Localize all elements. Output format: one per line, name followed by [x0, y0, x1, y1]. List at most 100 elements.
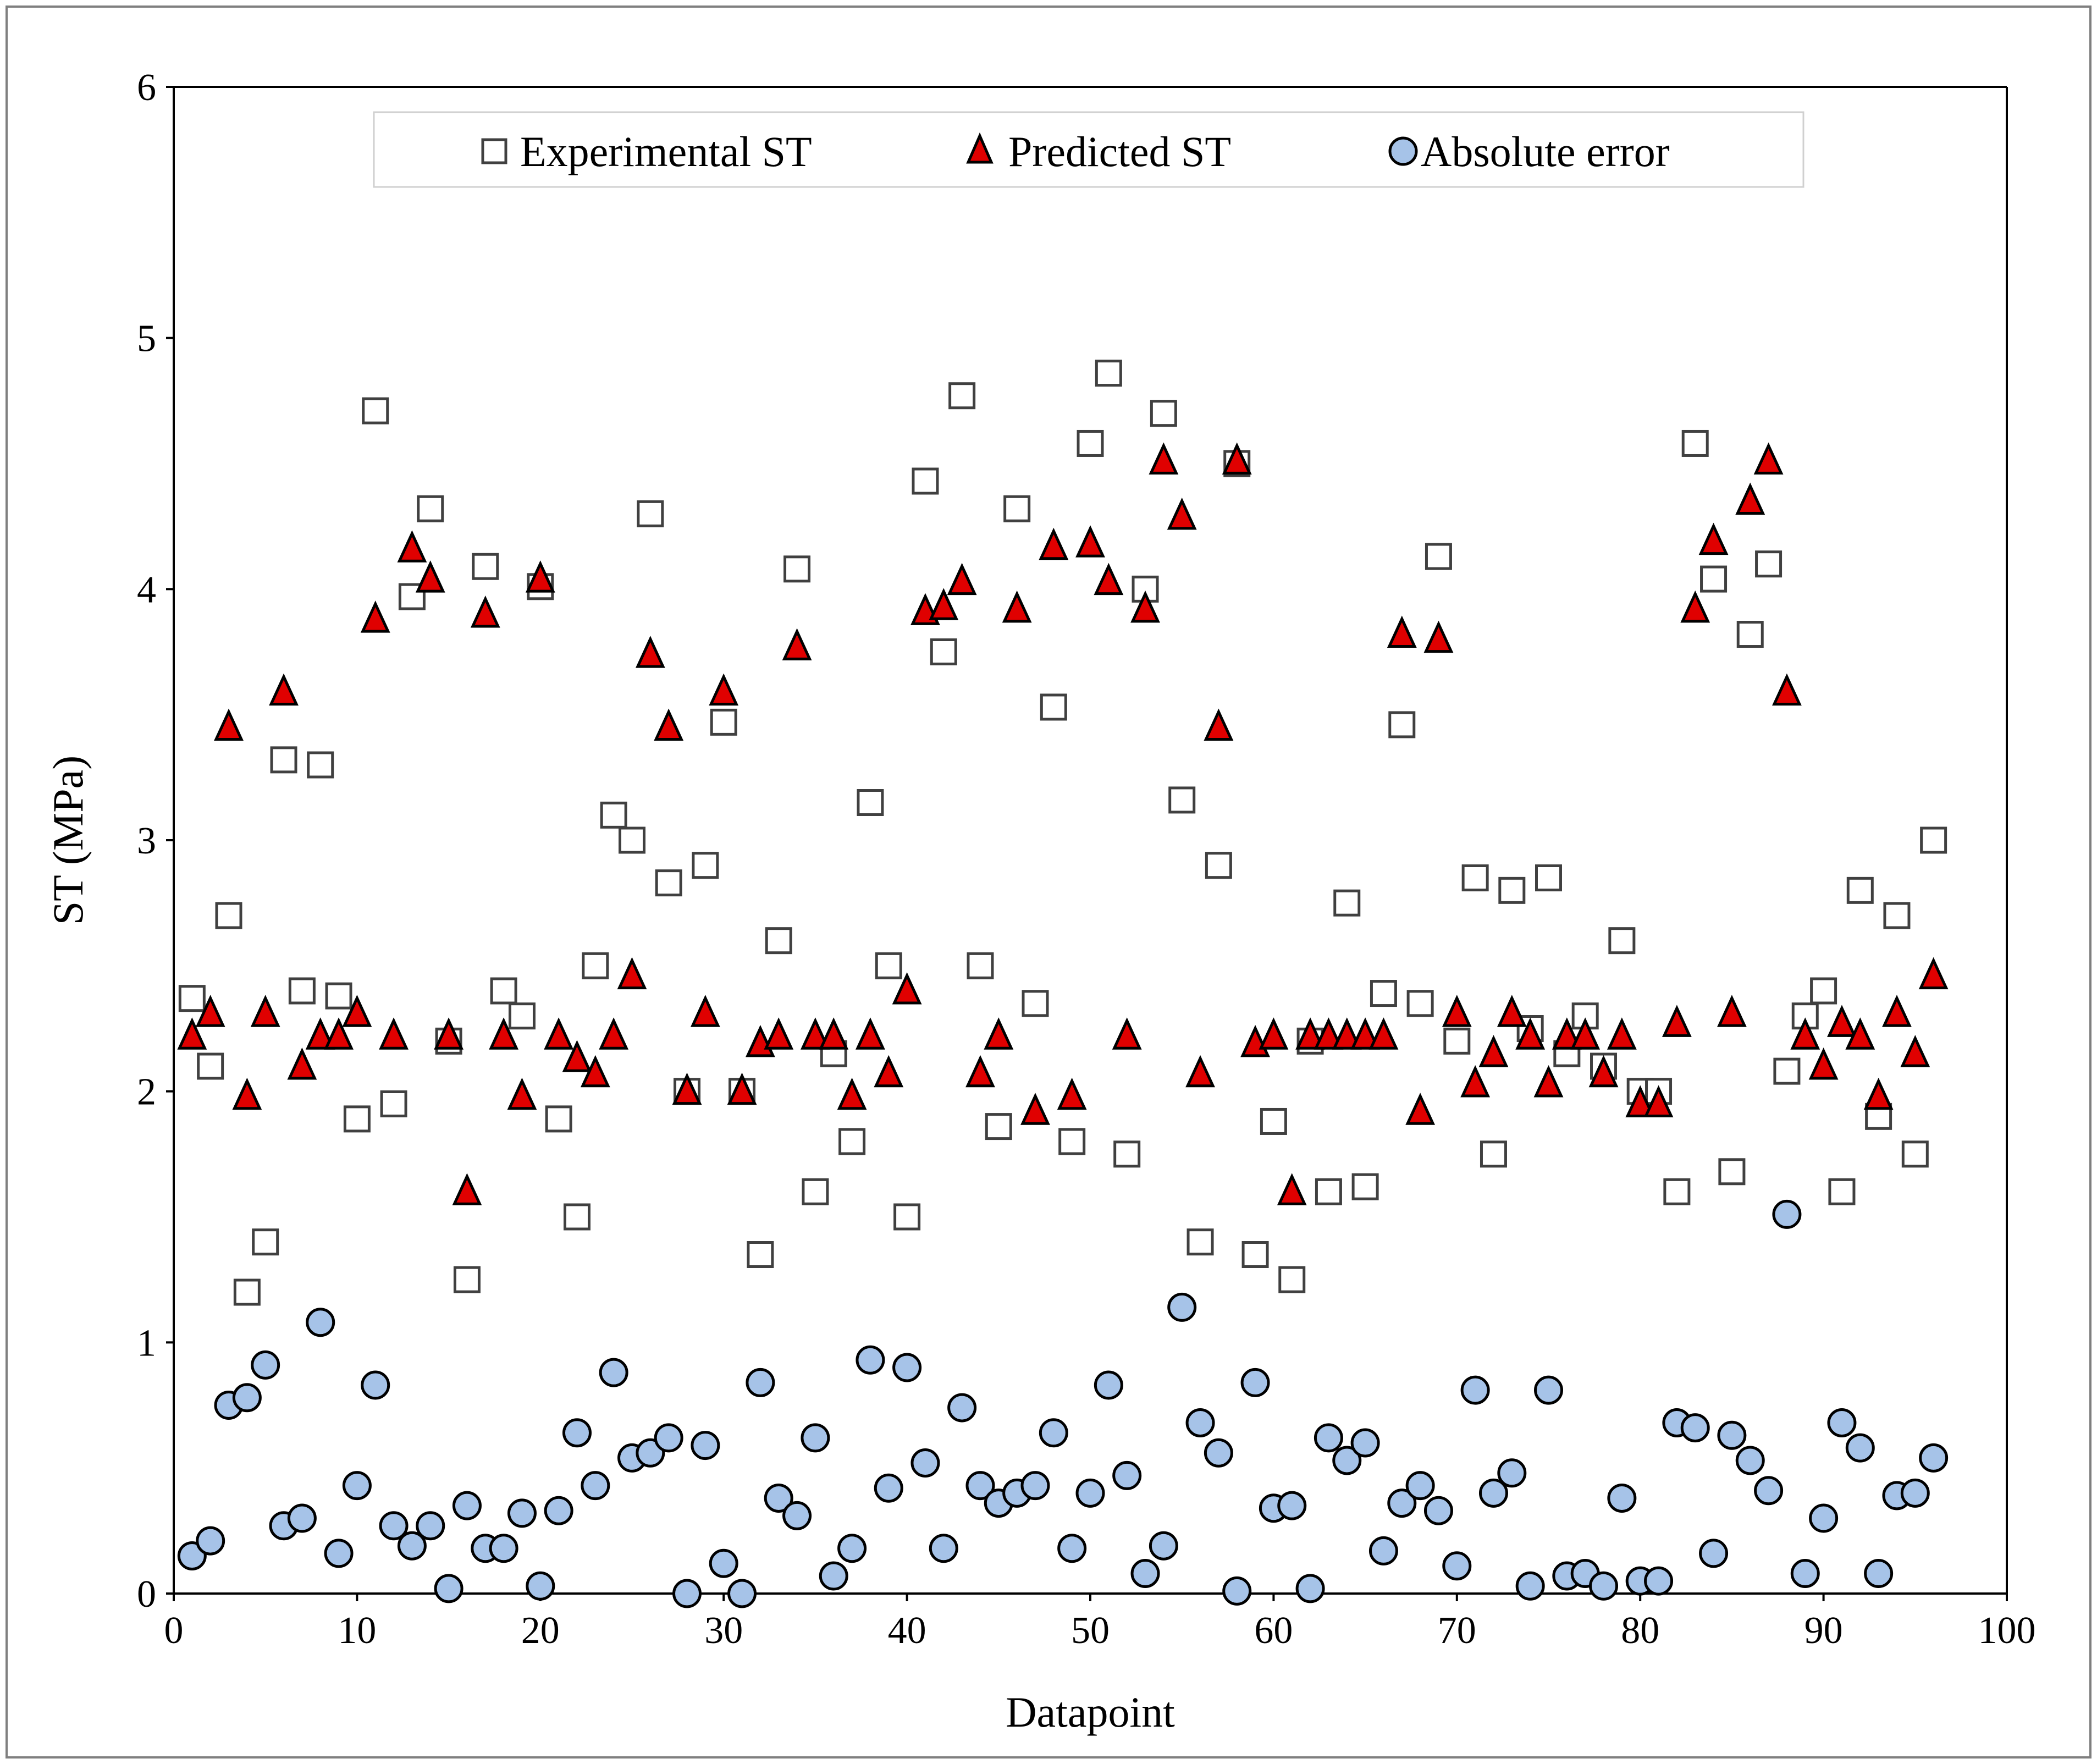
absolute-error-point — [1057, 1534, 1087, 1563]
predicted-st-point — [1020, 1093, 1050, 1125]
absolute-error-point — [1112, 1460, 1142, 1490]
predicted-st-point — [1625, 1085, 1655, 1117]
experimental-st-point — [1022, 990, 1049, 1017]
experimental-st-point — [1755, 550, 1783, 578]
x-tick-label: 10 — [338, 1609, 376, 1652]
predicted-st-point — [837, 1077, 867, 1110]
experimental-st-point — [637, 500, 664, 527]
experimental-st-point — [1425, 543, 1452, 570]
predicted-st-point — [1497, 995, 1527, 1027]
predicted-st-point — [1588, 1055, 1619, 1088]
predicted-st-point — [965, 1055, 995, 1088]
absolute-error-point — [1295, 1574, 1325, 1603]
predicted-st-point — [379, 1017, 409, 1050]
predicted-st-point — [1222, 442, 1252, 475]
x-ticks: 0 10 20 30 40 50 60 70 80 90 100 — [164, 1594, 2036, 1652]
experimental-st-point — [1663, 1178, 1691, 1205]
predicted-st-point — [764, 1017, 794, 1050]
absolute-error-point — [599, 1358, 628, 1387]
experimental-st-point — [1883, 902, 1911, 929]
experimental-st-point — [325, 982, 352, 1010]
absolute-error-point — [1075, 1478, 1105, 1508]
absolute-error-point — [1277, 1491, 1307, 1520]
absolute-error-point — [892, 1353, 922, 1382]
predicted-st-point — [1772, 673, 1802, 706]
absolute-error-point — [379, 1511, 409, 1541]
predicted-st-point — [1478, 1035, 1509, 1067]
y-ticks: 0 1 2 3 4 5 6 — [137, 67, 174, 1616]
experimental-st-point — [270, 746, 297, 774]
absolute-error-point — [1442, 1551, 1472, 1581]
absolute-error-point — [1185, 1408, 1215, 1437]
absolute-error-point — [1497, 1458, 1527, 1488]
predicted-st-point — [434, 1017, 464, 1050]
predicted-st-point — [1662, 1005, 1692, 1037]
experimental-st-point — [912, 467, 939, 495]
absolute-error-point — [1717, 1420, 1747, 1450]
experimental-st-point — [600, 801, 627, 829]
predicted-st-point — [874, 1055, 904, 1088]
absolute-error-point — [544, 1496, 573, 1525]
legend-label-experimental: Experimental ST — [520, 128, 812, 175]
experimental-st-point — [1315, 1178, 1342, 1205]
predicted-st-point — [1552, 1017, 1582, 1050]
predicted-st-point — [250, 995, 280, 1027]
absolute-error-point — [1589, 1571, 1619, 1601]
predicted-st-point — [1387, 615, 1417, 648]
predicted-st-point — [782, 628, 812, 660]
x-tick-label: 60 — [1254, 1609, 1293, 1652]
absolute-error-point — [1809, 1503, 1839, 1533]
absolute-error-point — [727, 1579, 757, 1608]
absolute-error-point — [287, 1503, 317, 1533]
absolute-error-point — [1607, 1483, 1637, 1513]
absolute-error-point — [397, 1531, 427, 1561]
predicted-st-point — [507, 1077, 537, 1110]
absolute-error-point — [1680, 1413, 1710, 1443]
experimental-st-point — [233, 1278, 261, 1306]
predicted-st-point — [1570, 1017, 1601, 1050]
y-axis-title: ST (MPa) — [44, 756, 92, 925]
experimental-st-point — [893, 1203, 921, 1231]
absolute-error-point — [1845, 1433, 1875, 1463]
experimental-st-point — [1150, 400, 1177, 427]
predicted-st-point — [1735, 482, 1765, 515]
absolute-error-point — [1460, 1375, 1490, 1405]
absolute-error-point — [1919, 1443, 1949, 1473]
experimental-st-point — [508, 1002, 536, 1030]
absolute-error-point — [1149, 1531, 1178, 1561]
predicted-st-point — [580, 1055, 610, 1088]
predicted-st-point — [635, 636, 665, 668]
predicted-st-point — [929, 588, 959, 620]
predicted-st-point — [1057, 1077, 1087, 1110]
predicted-st-point — [1680, 590, 1710, 623]
experimental-st-point — [178, 985, 206, 1012]
predicted-st-point — [544, 1017, 574, 1050]
experimental-st-point — [1388, 711, 1416, 738]
experimental-st-point — [985, 1113, 1012, 1140]
predicted-st-point — [1332, 1017, 1362, 1050]
experimental-st-point — [783, 555, 811, 583]
absolute-error-point — [947, 1393, 977, 1423]
absolute-error-point — [1039, 1418, 1068, 1448]
experimental-st-point — [1370, 980, 1397, 1007]
predicted-st-point — [305, 1017, 335, 1050]
x-tick-label: 40 — [888, 1609, 926, 1652]
absolute-error-point — [1368, 1536, 1398, 1565]
absolute-error-point — [764, 1483, 793, 1513]
absolute-error-point — [1167, 1292, 1197, 1322]
legend-triangle-icon — [966, 132, 994, 164]
legend-box — [373, 111, 1804, 188]
absolute-error-point — [1754, 1476, 1784, 1506]
y-tick-label: 6 — [137, 67, 156, 109]
legend-square-icon — [481, 138, 507, 164]
absolute-error-point — [856, 1345, 885, 1375]
experimental-st-point — [472, 553, 499, 580]
predicted-st-point — [856, 1017, 885, 1050]
predicted-st-point — [269, 673, 299, 706]
absolute-error-point — [672, 1579, 702, 1608]
predicted-st-point — [397, 530, 427, 563]
experimental-st-point — [1003, 495, 1031, 522]
predicted-st-point — [892, 972, 922, 1005]
experimental-st-point — [1535, 864, 1562, 891]
